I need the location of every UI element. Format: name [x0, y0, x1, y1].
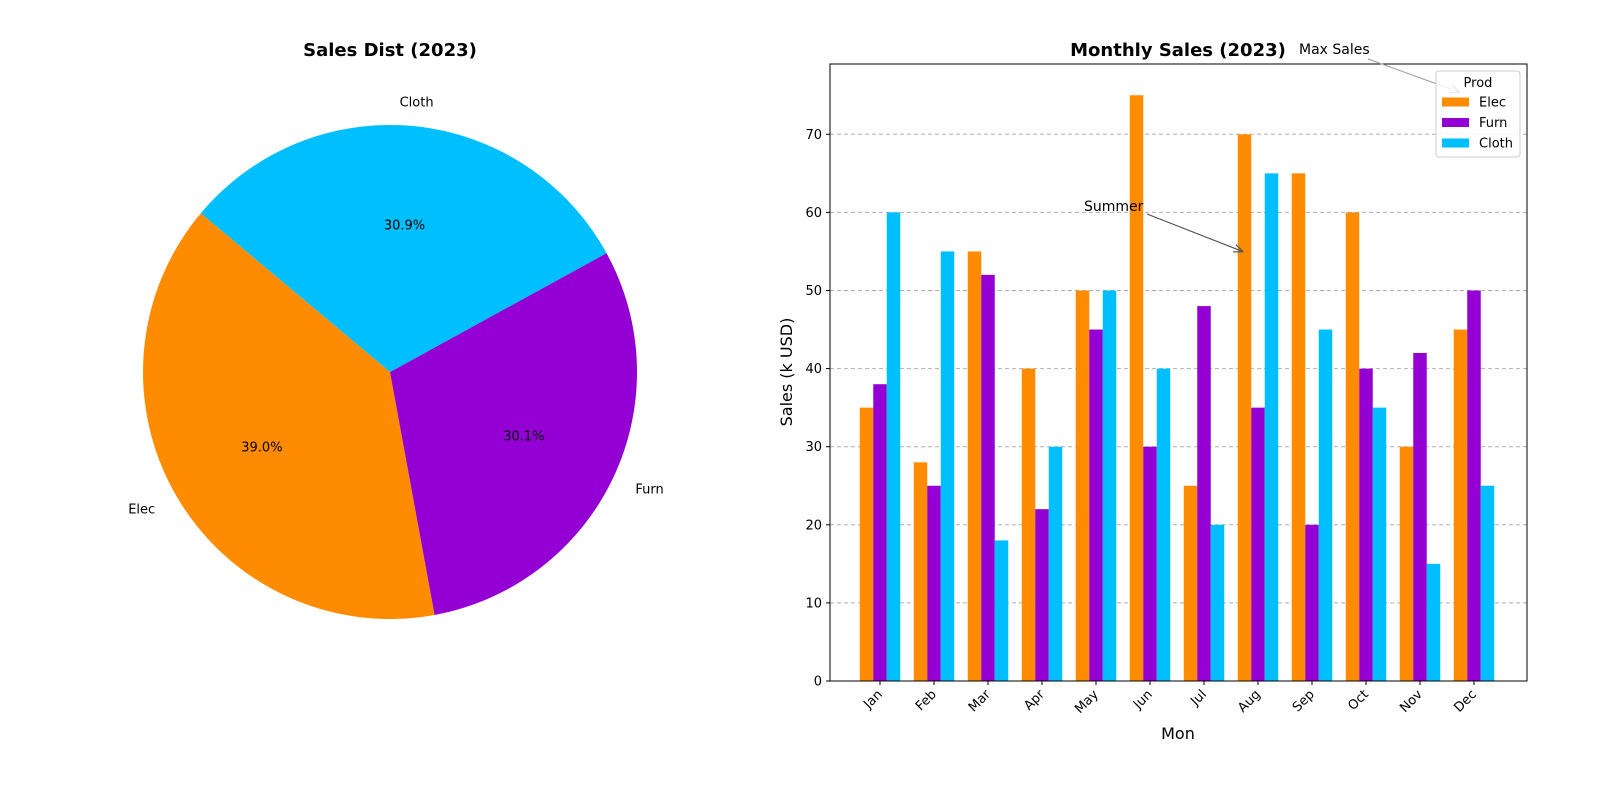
pie-percent-label: 39.0% — [241, 441, 282, 456]
bar-furn-sep — [1305, 524, 1319, 681]
series-furn — [873, 274, 1481, 681]
bar-cloth-aug — [1264, 173, 1279, 681]
pie-percent-label: 30.9% — [384, 219, 425, 234]
pie-chart: Sales Dist (2023) 39.0% Elec 30.1% Furn 30.9… — [128, 40, 664, 620]
legend-label: Elec — [1479, 96, 1506, 111]
legend-label: Cloth — [1479, 137, 1513, 152]
bar-cloth-oct — [1372, 407, 1387, 681]
pie-title: Sales Dist (2023) — [303, 40, 477, 61]
bar-furn-jun — [1143, 446, 1157, 681]
bar-cloth-jul — [1210, 524, 1225, 681]
legend: Prod Elec Furn Cloth — [1435, 70, 1521, 158]
bar-furn-oct — [1359, 368, 1373, 681]
bar-elec-jan — [859, 407, 874, 681]
bar-elec-sep — [1291, 173, 1306, 681]
bar-elec-mar — [967, 251, 982, 681]
bar-title: Monthly Sales (2023) — [1070, 40, 1286, 61]
annotation-arrow-summer — [1146, 213, 1243, 251]
bar-furn-mar — [981, 274, 995, 681]
bar-elec-apr — [1021, 368, 1036, 681]
bar-elec-feb — [913, 462, 928, 681]
bar-cloth-apr — [1048, 446, 1063, 681]
bar-furn-jul — [1197, 306, 1211, 681]
annotation-summer: Summer — [1084, 199, 1144, 215]
legend-swatch-furn — [1442, 118, 1469, 127]
series-cloth — [886, 173, 1495, 682]
pie-labels: 39.0% Elec 30.1% Furn 30.9% Cloth — [128, 96, 664, 518]
bar-elec-oct — [1345, 212, 1360, 682]
bar-cloth-jun — [1156, 368, 1171, 681]
y-tick-label: 10 — [805, 596, 822, 611]
pie-percent-label: 30.1% — [503, 430, 544, 445]
bar-cloth-sep — [1318, 329, 1333, 681]
bar-elec-nov — [1399, 446, 1414, 681]
bar-furn-dec — [1467, 290, 1481, 681]
bar-elec-jun — [1129, 95, 1144, 682]
bar-cloth-nov — [1426, 563, 1441, 681]
annotations: Summer Max Sales — [1084, 42, 1459, 251]
bar-elec-aug — [1237, 134, 1252, 681]
legend-swatch-cloth — [1442, 138, 1469, 148]
pie-slice-elec — [143, 213, 435, 620]
bar-elec-jul — [1183, 485, 1198, 681]
bar-cloth-mar — [994, 540, 1009, 681]
bar-furn-may — [1089, 329, 1103, 681]
bar-cloth-jan — [886, 212, 901, 682]
bar-cloth-dec — [1480, 485, 1495, 681]
y-tick-label: 30 — [805, 440, 822, 455]
pie-slices — [143, 124, 637, 620]
y-axis-label: Sales (k USD) — [777, 318, 796, 427]
bar-cloth-may — [1102, 290, 1117, 681]
legend-frame — [1435, 70, 1521, 158]
pie-slice-cloth — [200, 124, 607, 372]
y-axis: 0 10 20 30 40 50 60 70 — [805, 128, 830, 690]
pie-slice-label: Cloth — [400, 96, 434, 111]
series-elec — [859, 95, 1468, 682]
bar-elec-dec — [1453, 329, 1468, 681]
bar-furn-jan — [873, 384, 887, 681]
y-tick-label: 50 — [805, 284, 822, 299]
pie-slice-label: Furn — [635, 483, 663, 498]
bar-furn-aug — [1251, 407, 1265, 681]
legend-label: Furn — [1479, 116, 1507, 131]
y-tick-label: 70 — [805, 128, 822, 143]
bar-series — [859, 95, 1495, 682]
bar-furn-feb — [927, 485, 941, 681]
y-tick-label: 20 — [805, 518, 822, 533]
bar-elec-may — [1075, 290, 1090, 681]
bar-furn-apr — [1035, 509, 1049, 681]
bar-cloth-feb — [940, 251, 955, 681]
pie-slice-label: Elec — [128, 503, 155, 518]
y-tick-label: 0 — [814, 675, 822, 690]
pie-slice-furn — [390, 253, 637, 615]
x-axis-label: Mon — [1161, 724, 1195, 743]
bar-furn-nov — [1413, 352, 1427, 681]
annotation-max-sales: Max Sales — [1299, 42, 1370, 58]
legend-swatch-elec — [1442, 97, 1469, 107]
y-tick-label: 60 — [805, 206, 822, 221]
y-tick-label: 40 — [805, 362, 822, 377]
legend-title: Prod — [1464, 76, 1493, 91]
bar-plot-frame — [829, 63, 1528, 682]
